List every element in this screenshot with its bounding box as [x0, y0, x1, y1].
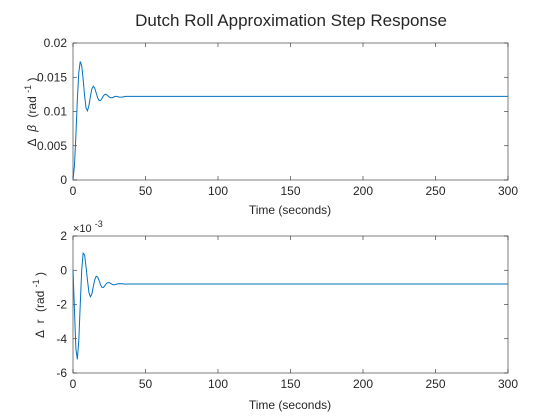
yaw-rate-x-tick-label: 0 [70, 377, 77, 391]
sideslip-x-tick-label: 150 [280, 184, 300, 198]
sideslip-ylabel-unit-exponent: -1 [23, 85, 33, 93]
yaw-rate-ylabel-unit: (rad [33, 291, 47, 312]
sideslip-tick-labels: 0 50 100 150 200 250 300 0 0.005 0.01 0.015 0.02 [37, 36, 518, 198]
yaw-rate-exponent-label: ×10 -3 [73, 219, 103, 235]
figure-title: Dutch Roll Approximation Step Response [135, 11, 447, 30]
subplot-sideslip: 0 50 100 150 200 250 300 0 0.005 0.01 0.015 0.02 Ti… [20, 36, 518, 217]
sideslip-ylabel-unit-close: ) [25, 78, 39, 82]
yaw-rate-x-tick-label: 200 [353, 377, 373, 391]
sideslip-ylabel: Δ β (rad -1 ) [20, 78, 39, 147]
sideslip-x-tick-label: 300 [498, 184, 518, 198]
axes-box-sideslip [72, 42, 509, 181]
yaw-rate-y-tick-label: -6 [56, 366, 67, 380]
sideslip-y-tick-label: 0.005 [37, 139, 67, 153]
yaw-rate-ylabel-symbol: r [33, 319, 47, 323]
axes-box-yaw-rate [72, 235, 509, 374]
sideslip-x-tick-label: 250 [425, 184, 445, 198]
sideslip-y-tick-label: 0.02 [44, 36, 68, 50]
subplot-yaw-rate: 0 50 100 150 200 250 300 -6 -4 -2 0 2 ×10 -3 Time (… [28, 219, 518, 412]
exponent-base: ×10 [73, 223, 92, 235]
sideslip-y-tick-label: 0.01 [44, 105, 68, 119]
yaw-rate-ylabel-unit-exponent: -1 [31, 279, 41, 287]
yaw-rate-x-tick-label: 150 [280, 377, 300, 391]
yaw-rate-y-tick-label: -2 [56, 298, 67, 312]
yaw-rate-xlabel: Time (seconds) [249, 398, 331, 412]
yaw-rate-y-tick-label: -4 [56, 332, 67, 346]
yaw-rate-y-tick-label: 0 [60, 263, 67, 277]
sideslip-response-line [72, 61, 508, 181]
yaw-rate-ylabel: Δ r (rad -1 ) [28, 272, 47, 338]
yaw-rate-x-tick-label: 250 [425, 377, 445, 391]
exponent-power: -3 [95, 219, 103, 229]
sideslip-x-tick-label: 50 [139, 184, 153, 198]
yaw-rate-y-tick-label: 2 [60, 229, 67, 243]
yaw-rate-tick-labels: 0 50 100 150 200 250 300 -6 -4 -2 0 2 [56, 229, 518, 391]
sideslip-x-tick-label: 100 [208, 184, 228, 198]
yaw-rate-ticks [72, 235, 509, 374]
sideslip-ylabel-symbol: β [25, 125, 39, 133]
yaw-rate-ylabel-delta: Δ [33, 330, 47, 338]
yaw-rate-response-line [72, 251, 508, 360]
sideslip-ylabel-unit: (rad [25, 96, 39, 117]
sideslip-ticks [72, 42, 509, 181]
sideslip-x-tick-label: 200 [353, 184, 373, 198]
sideslip-y-tick-label: 0.015 [37, 70, 67, 84]
yaw-rate-x-tick-label: 50 [139, 377, 153, 391]
yaw-rate-x-tick-label: 100 [208, 377, 228, 391]
sideslip-xlabel: Time (seconds) [249, 203, 331, 217]
yaw-rate-x-tick-label: 300 [498, 377, 518, 391]
sideslip-ylabel-delta: Δ [25, 138, 39, 146]
yaw-rate-ylabel-unit-close: ) [33, 272, 47, 276]
sideslip-x-tick-label: 0 [70, 184, 77, 198]
sideslip-y-tick-label: 0 [60, 173, 67, 187]
